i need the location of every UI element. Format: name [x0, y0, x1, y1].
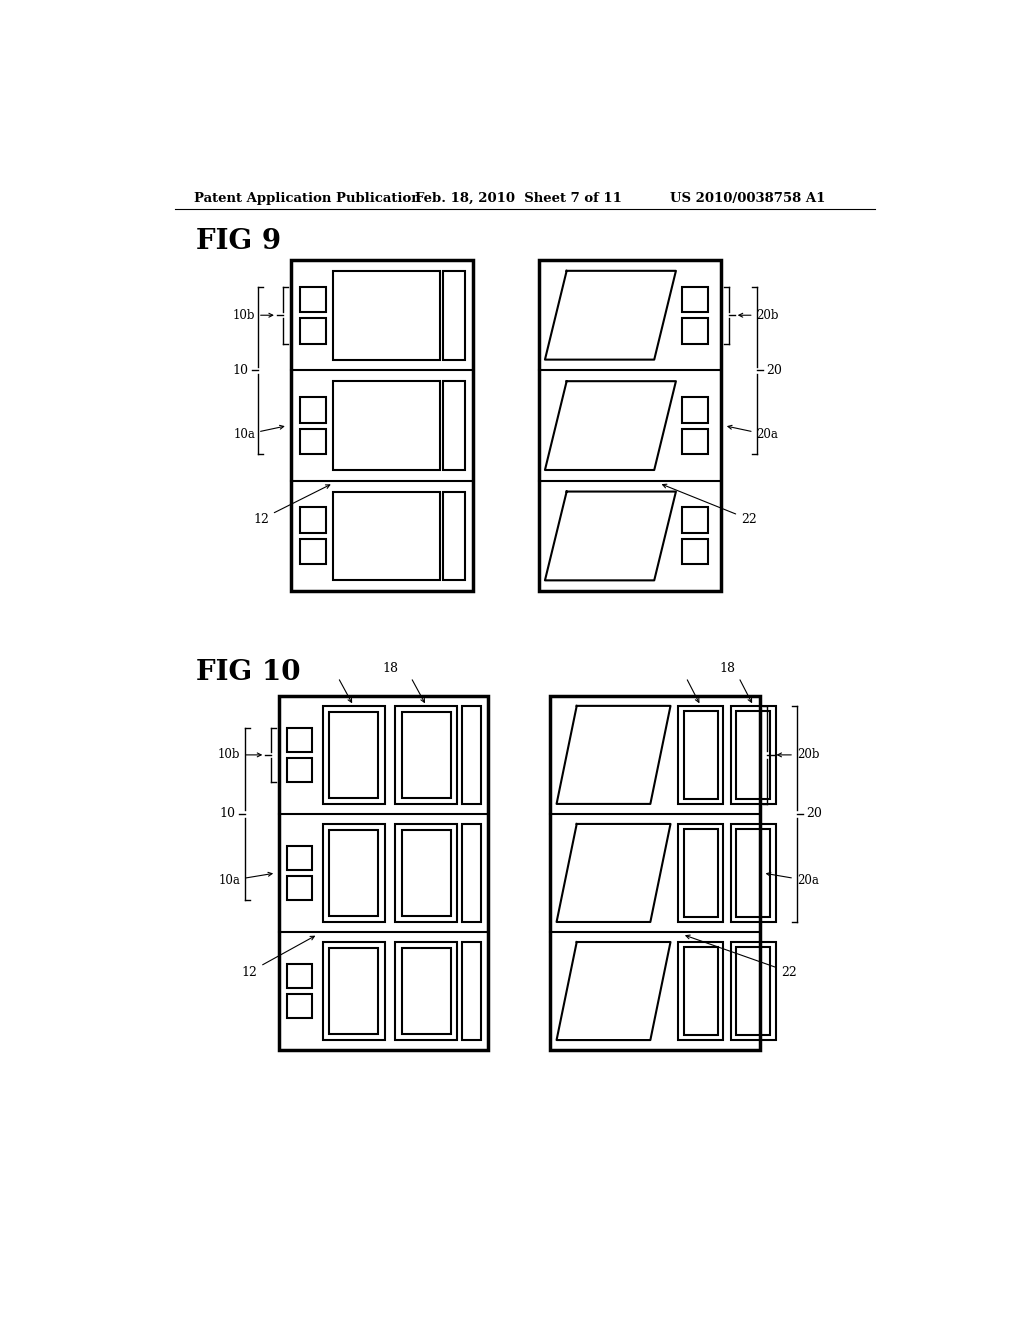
Text: 22: 22 — [663, 484, 757, 525]
Bar — [678, 706, 723, 804]
Bar — [682, 286, 708, 312]
Bar — [287, 758, 311, 783]
Bar — [291, 260, 473, 591]
Bar — [731, 942, 776, 1040]
Bar — [731, 824, 776, 921]
Bar — [462, 942, 480, 1040]
Text: 10b: 10b — [232, 309, 272, 322]
Bar — [684, 829, 718, 916]
Text: 12: 12 — [242, 936, 314, 978]
Bar — [443, 491, 465, 581]
Text: 18: 18 — [719, 661, 735, 675]
Bar — [300, 397, 326, 422]
Text: 20a: 20a — [767, 873, 819, 887]
Bar — [323, 942, 385, 1040]
Text: 10: 10 — [232, 364, 249, 378]
Bar — [334, 271, 440, 359]
Bar — [329, 948, 378, 1034]
Bar — [287, 727, 311, 752]
Bar — [287, 964, 311, 989]
Bar — [323, 824, 385, 921]
Bar — [395, 942, 458, 1040]
Bar — [682, 507, 708, 533]
Text: 20b: 20b — [777, 748, 819, 762]
Text: US 2010/0038758 A1: US 2010/0038758 A1 — [671, 191, 826, 205]
Bar — [280, 696, 488, 1051]
Bar — [678, 824, 723, 921]
Bar — [323, 706, 385, 804]
Bar — [334, 381, 440, 470]
Text: 10a: 10a — [218, 873, 272, 887]
Bar — [678, 942, 723, 1040]
Bar — [300, 507, 326, 533]
Text: 10: 10 — [220, 808, 236, 821]
Bar — [443, 381, 465, 470]
Text: 20: 20 — [766, 364, 781, 378]
Text: 22: 22 — [686, 935, 797, 978]
Bar — [550, 696, 760, 1051]
Text: 20: 20 — [806, 808, 822, 821]
Text: FIG 10: FIG 10 — [197, 659, 301, 686]
Text: 12: 12 — [253, 484, 330, 525]
Text: Patent Application Publication: Patent Application Publication — [194, 191, 421, 205]
Bar — [682, 397, 708, 422]
Text: FIG 9: FIG 9 — [197, 228, 282, 255]
Bar — [682, 318, 708, 343]
Bar — [300, 318, 326, 343]
Bar — [287, 846, 311, 870]
Text: 20a: 20a — [728, 425, 778, 441]
Text: 10b: 10b — [218, 748, 261, 762]
Bar — [287, 875, 311, 900]
Bar — [395, 706, 458, 804]
Bar — [731, 706, 776, 804]
Text: 20b: 20b — [739, 309, 779, 322]
Bar — [401, 948, 452, 1034]
Bar — [539, 260, 721, 591]
Bar — [401, 830, 452, 916]
Bar — [736, 829, 770, 916]
Bar — [300, 539, 326, 565]
Bar — [736, 711, 770, 799]
Text: 18: 18 — [382, 661, 398, 675]
Bar — [287, 994, 311, 1018]
Bar — [684, 711, 718, 799]
Bar — [395, 824, 458, 921]
Bar — [684, 948, 718, 1035]
Bar — [300, 286, 326, 312]
Bar — [682, 539, 708, 565]
Bar — [462, 824, 480, 921]
Text: 10a: 10a — [233, 425, 284, 441]
Bar — [329, 711, 378, 797]
Bar — [462, 706, 480, 804]
Bar — [443, 271, 465, 359]
Text: Feb. 18, 2010  Sheet 7 of 11: Feb. 18, 2010 Sheet 7 of 11 — [415, 191, 622, 205]
Bar — [334, 491, 440, 581]
Bar — [300, 429, 326, 454]
Bar — [329, 830, 378, 916]
Bar — [682, 429, 708, 454]
Bar — [736, 948, 770, 1035]
Bar — [401, 711, 452, 797]
